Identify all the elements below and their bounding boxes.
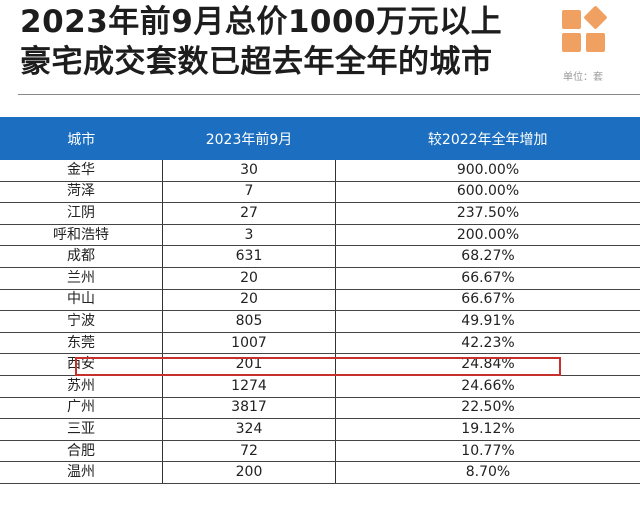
cell-count: 20 [162,267,336,290]
cell-increase: 68.27% [335,245,640,268]
cell-increase: 24.66% [335,375,640,398]
cell-count: 324 [162,418,336,441]
table-row: 东莞 1007 42.23% [0,332,640,355]
cell-increase: 10.77% [335,440,640,463]
header-2023: 2023年前9月 [162,117,336,160]
table-row: 广州 3817 22.50% [0,397,640,420]
cell-city: 苏州 [0,375,163,398]
table-row: 兰州 20 66.67% [0,267,640,290]
cell-increase: 49.91% [335,310,640,333]
highlight-box-xian [75,357,561,376]
cell-city: 温州 [0,461,163,484]
table-row: 江阴 27 237.50% [0,202,640,225]
table-row: 中山 20 66.67% [0,289,640,312]
divider [18,94,640,95]
cell-increase: 900.00% [335,160,640,182]
cell-count: 805 [162,310,336,333]
header-city: 城市 [0,117,163,160]
table-row: 呼和浩特 3 200.00% [0,224,640,247]
cell-increase: 66.67% [335,267,640,290]
cell-city: 三亚 [0,418,163,441]
cell-city: 东莞 [0,332,163,355]
cell-count: 3 [162,224,336,247]
cell-count: 631 [162,245,336,268]
data-table: 城市 2023年前9月 较2022年全年增加 金华 30 900.00% 菏泽 7 600… [0,117,640,484]
unit-label: 单位：套 [563,72,603,83]
cell-city: 兰州 [0,267,163,290]
cell-increase: 42.23% [335,332,640,355]
title-line-2: 豪宅成交套数已超去年全年的城市 [20,44,493,80]
table-row: 三亚 324 19.12% [0,418,640,441]
table-row: 苏州 1274 24.66% [0,375,640,398]
table-row: 合肥 72 10.77% [0,440,640,463]
cell-increase: 66.67% [335,289,640,312]
cell-count: 1274 [162,375,336,398]
title-line-1: 2023年前9月总价1000万元以上 [20,4,503,40]
cell-count: 200 [162,461,336,484]
cell-count: 1007 [162,332,336,355]
cell-city: 宁波 [0,310,163,333]
cell-city: 金华 [0,160,163,182]
table-row: 成都 631 68.27% [0,245,640,268]
cell-increase: 19.12% [335,418,640,441]
cell-city: 江阴 [0,202,163,225]
cell-city: 呼和浩特 [0,224,163,247]
table-row: 西安 201 24.84% [0,353,640,376]
cell-increase: 600.00% [335,181,640,204]
cell-increase: 200.00% [335,224,640,247]
cell-count: 20 [162,289,336,312]
table-row: 宁波 805 49.91% [0,310,640,333]
cell-increase: 24.84% [335,353,640,376]
cell-increase: 22.50% [335,397,640,420]
table-row: 菏泽 7 600.00% [0,181,640,204]
table-header: 城市 2023年前9月 较2022年全年增加 [0,117,640,160]
cell-count: 72 [162,440,336,463]
header-increase: 较2022年全年增加 [335,117,640,160]
cell-city: 合肥 [0,440,163,463]
cell-city: 成都 [0,245,163,268]
table-row: 温州 200 8.70% [0,461,640,484]
cell-city: 中山 [0,289,163,312]
cell-count: 3817 [162,397,336,420]
cell-city: 广州 [0,397,163,420]
table-row: 金华 30 900.00% [0,160,640,182]
cell-increase: 8.70% [335,461,640,484]
cell-increase: 237.50% [335,202,640,225]
page-title: 2023年前9月总价1000万元以上 豪宅成交套数已超去年全年的城市 [20,2,502,82]
cell-count: 30 [162,160,336,182]
cell-city: 菏泽 [0,181,163,204]
cell-count: 7 [162,181,336,204]
cell-count: 27 [162,202,336,225]
logo-icon [562,5,608,54]
